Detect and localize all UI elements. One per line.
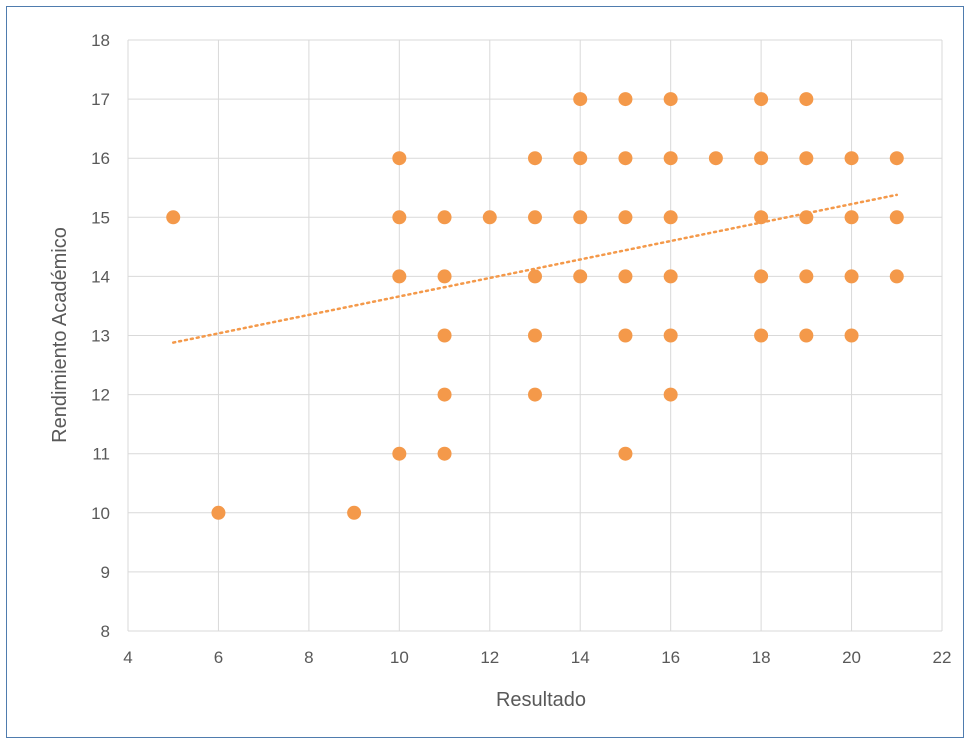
x-tick-label: 20 bbox=[842, 648, 861, 667]
data-point bbox=[166, 210, 181, 225]
data-point bbox=[528, 269, 542, 284]
data-point bbox=[528, 387, 542, 402]
y-tick-label: 10 bbox=[91, 504, 110, 523]
data-point bbox=[663, 269, 678, 284]
y-tick-label: 16 bbox=[91, 149, 110, 168]
data-point bbox=[573, 269, 588, 284]
data-point bbox=[844, 328, 859, 343]
x-tick-label: 6 bbox=[214, 648, 223, 667]
y-tick-label: 8 bbox=[101, 622, 110, 641]
x-tick-label: 14 bbox=[571, 648, 590, 667]
data-point bbox=[618, 151, 633, 166]
y-tick-label: 14 bbox=[91, 267, 110, 286]
data-point bbox=[437, 387, 452, 402]
data-point bbox=[754, 151, 769, 166]
x-axis-title: Resultado bbox=[496, 689, 586, 711]
data-point bbox=[437, 446, 452, 461]
data-point bbox=[754, 269, 769, 284]
y-axis-title: Rendimiento Académico bbox=[49, 227, 71, 443]
y-tick-label: 9 bbox=[101, 563, 110, 582]
trendline-group bbox=[171, 193, 899, 344]
x-tick-label: 10 bbox=[390, 648, 409, 667]
data-point bbox=[663, 387, 678, 402]
data-point bbox=[437, 269, 452, 284]
y-tick-label: 15 bbox=[91, 208, 110, 227]
data-point bbox=[754, 210, 769, 225]
data-point bbox=[618, 446, 633, 461]
x-tick-label: 12 bbox=[480, 648, 499, 667]
trendline bbox=[171, 193, 899, 344]
chart-frame bbox=[6, 6, 964, 738]
data-point bbox=[844, 269, 859, 284]
data-point bbox=[754, 92, 769, 107]
data-point bbox=[799, 92, 814, 107]
data-point bbox=[347, 505, 362, 520]
data-point bbox=[528, 328, 542, 343]
x-axis-tick-labels: 4 6 8 10 12 14 16 18 20 22 bbox=[123, 648, 951, 667]
data-point bbox=[889, 210, 904, 225]
data-point bbox=[618, 269, 633, 284]
x-tick-label: 8 bbox=[304, 648, 313, 667]
data-point bbox=[573, 92, 588, 107]
data-point bbox=[573, 210, 588, 225]
data-point bbox=[618, 210, 633, 225]
data-point bbox=[663, 328, 678, 343]
data-point bbox=[889, 269, 904, 284]
data-point bbox=[799, 151, 814, 166]
y-tick-label: 11 bbox=[92, 445, 110, 464]
data-point bbox=[618, 328, 633, 343]
data-point bbox=[618, 92, 633, 107]
data-point bbox=[528, 151, 542, 166]
data-point bbox=[528, 210, 542, 225]
y-tick-label: 18 bbox=[91, 31, 110, 50]
y-axis-tick-labels: 8 9 10 11 12 13 14 15 16 17 18 bbox=[91, 31, 110, 641]
y-tick-label: 13 bbox=[91, 327, 110, 346]
data-point bbox=[392, 446, 407, 461]
x-tick-label: 22 bbox=[933, 648, 952, 667]
data-point bbox=[482, 210, 497, 225]
y-tick-label: 12 bbox=[91, 386, 110, 405]
data-point bbox=[573, 151, 588, 166]
data-point bbox=[211, 505, 226, 520]
data-point bbox=[889, 151, 904, 166]
x-tick-label: 4 bbox=[123, 648, 132, 667]
x-tick-label: 16 bbox=[661, 648, 680, 667]
data-point bbox=[754, 328, 769, 343]
data-point bbox=[392, 269, 407, 284]
data-point bbox=[392, 210, 407, 225]
data-points bbox=[166, 92, 904, 520]
data-point bbox=[799, 328, 814, 343]
data-point bbox=[663, 92, 678, 107]
data-point bbox=[663, 151, 678, 166]
data-point bbox=[799, 210, 814, 225]
data-point bbox=[392, 151, 407, 166]
x-tick-label: 18 bbox=[752, 648, 771, 667]
data-point bbox=[844, 151, 859, 166]
data-point bbox=[663, 210, 678, 225]
y-tick-label: 17 bbox=[91, 90, 110, 109]
data-point bbox=[437, 210, 452, 225]
data-point bbox=[437, 328, 452, 343]
data-point bbox=[844, 210, 859, 225]
data-point bbox=[799, 269, 814, 284]
data-point bbox=[708, 151, 723, 166]
